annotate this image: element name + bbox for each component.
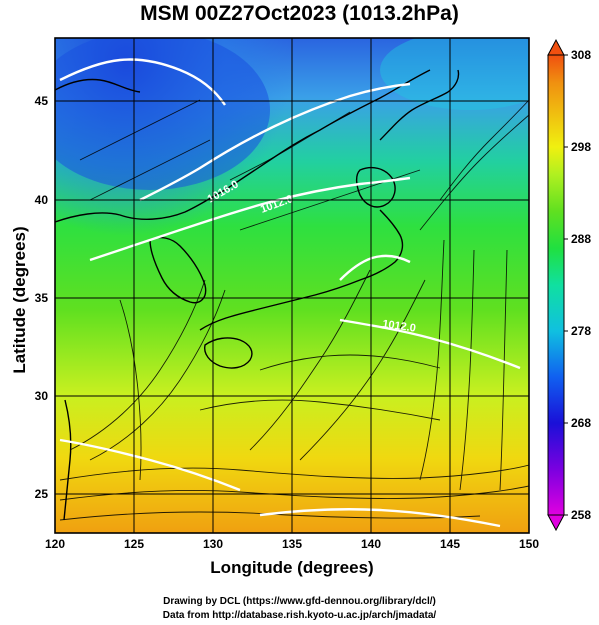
x-tick-labels: 120 125 130 135 140 145 150 (45, 537, 539, 551)
colorbar-tick-298: 298 (571, 140, 591, 154)
y-tick-labels: 25 30 35 40 45 (35, 94, 49, 501)
isobars (59, 58, 521, 528)
x-tick-130: 130 (203, 537, 223, 551)
y-tick-25: 25 (35, 487, 49, 501)
x-tick-145: 145 (440, 537, 460, 551)
colorbar-tick-288: 288 (571, 232, 591, 246)
colorbar-max-triangle (547, 38, 565, 56)
colorbar-tick-308: 308 (571, 48, 591, 62)
coastlines (55, 69, 460, 521)
x-tick-150: 150 (519, 537, 539, 551)
x-tick-135: 135 (282, 537, 302, 551)
x-tick-140: 140 (361, 537, 381, 551)
colorbar-tick-268: 268 (571, 416, 591, 430)
temperature-field (55, 38, 529, 533)
colorbar: 258 268 278 288 298 308 (547, 38, 591, 532)
y-axis-label: Latitude (degrees) (10, 226, 29, 374)
plot-title: MSM 00Z27Oct2023 (1013.2hPa) (140, 2, 459, 25)
y-tick-35: 35 (35, 291, 49, 305)
graticule (55, 38, 529, 533)
colorbar-tick-278: 278 (571, 324, 591, 338)
y-tick-30: 30 (35, 389, 49, 403)
plot-frame (54, 37, 530, 534)
credit-data: Data from http://database.rish.kyoto-u.a… (162, 610, 437, 621)
credit-drawing: Drawing by DCL (https://www.gfd-dennou.o… (163, 596, 436, 607)
y-tick-40: 40 (35, 193, 49, 207)
y-axis-label-wrapper: Latitude (degrees) (10, 226, 30, 373)
x-tick-120: 120 (45, 537, 65, 551)
x-axis-label: Longitude (degrees) (210, 558, 374, 577)
x-tick-125: 125 (124, 537, 144, 551)
colorbar-tick-258: 258 (571, 508, 591, 522)
colorbar-min-triangle (547, 514, 565, 532)
contour-label-1012-south: 1012.0 (382, 318, 417, 335)
y-tick-45: 45 (35, 94, 49, 108)
